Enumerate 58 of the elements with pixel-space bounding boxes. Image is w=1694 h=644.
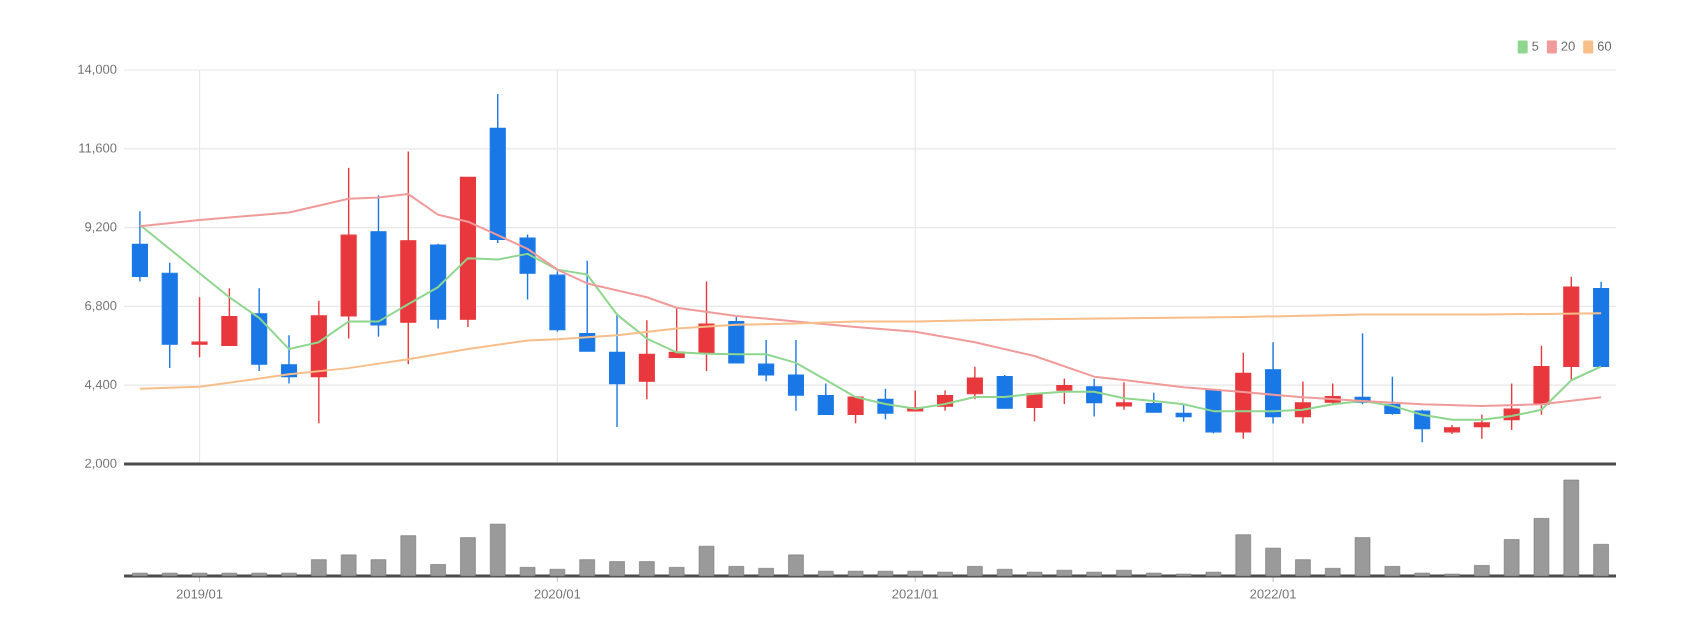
line-series: [138, 193, 1603, 407]
bar: [877, 570, 894, 577]
bar: [460, 537, 476, 577]
bar: [996, 568, 1013, 577]
candlestick: [1473, 414, 1490, 440]
bar: [311, 559, 327, 577]
bar: [1235, 534, 1252, 577]
bar: [1116, 569, 1132, 577]
bar: [340, 554, 357, 577]
bar: [967, 566, 983, 577]
candlestick: [1145, 392, 1162, 413]
bar: [579, 559, 595, 577]
bar: [1503, 539, 1520, 577]
bar: [1563, 479, 1580, 577]
candlestick: [966, 366, 983, 401]
bar: [788, 554, 804, 577]
bar: [490, 523, 506, 577]
bar: [818, 570, 834, 577]
bar: [1474, 565, 1490, 577]
bar: [1265, 547, 1281, 577]
bar: [728, 566, 745, 577]
bar: [1056, 569, 1073, 577]
candlestick: [817, 382, 834, 416]
candlestick: [758, 339, 775, 382]
bar: [1533, 518, 1550, 577]
bar: [430, 564, 446, 577]
bar: [1593, 544, 1609, 577]
candlestick: [131, 210, 148, 283]
candlestick: [1026, 393, 1043, 423]
bar: [698, 545, 715, 577]
candlestick: [608, 313, 626, 428]
bar: [758, 568, 774, 577]
bar: [519, 567, 536, 577]
candlestick: [579, 260, 596, 352]
candlestick: [996, 374, 1013, 409]
candlestick: [847, 396, 864, 424]
bar: [549, 568, 566, 577]
candlestick: [1265, 341, 1282, 425]
candlestick: [698, 280, 715, 372]
candlestick: [638, 319, 655, 401]
candlestick: [221, 287, 238, 347]
bar: [847, 570, 864, 577]
candlestick: [1533, 345, 1550, 416]
candlestick: [1056, 377, 1073, 405]
bar: [400, 535, 417, 577]
candlestick: [787, 339, 805, 412]
bar: [1384, 566, 1401, 577]
bar: [609, 561, 625, 577]
bar: [1295, 559, 1311, 577]
bar: [907, 570, 923, 577]
candlestick: [191, 296, 208, 358]
bar: [370, 559, 387, 577]
candlestick: [1205, 388, 1222, 435]
bar: [639, 561, 655, 577]
bar: [668, 567, 685, 577]
bar: [1324, 568, 1341, 577]
bar: [1354, 537, 1371, 577]
candlestick: [1115, 381, 1133, 411]
